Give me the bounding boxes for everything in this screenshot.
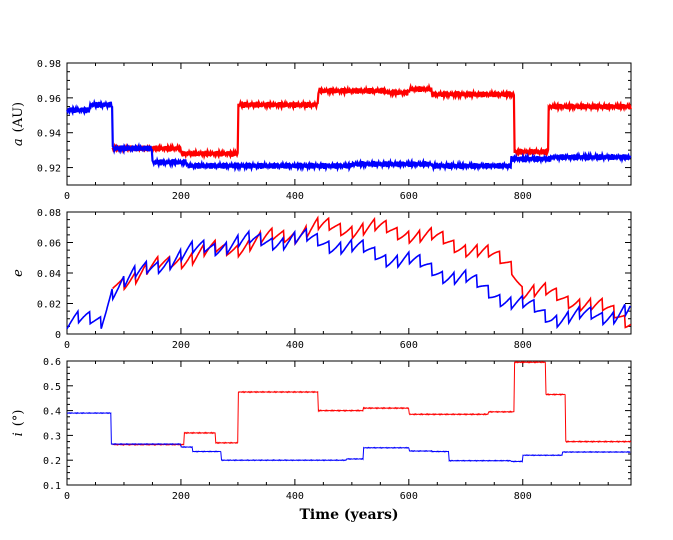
y-tick-label: 0.08 xyxy=(37,208,61,219)
y-tick-label: 0 xyxy=(55,330,61,341)
x-tick-label: 0 xyxy=(64,491,70,502)
y-tick-label: 0.06 xyxy=(37,239,61,250)
plot-frame xyxy=(66,360,632,486)
x-tick-label: 600 xyxy=(400,491,418,502)
panel-eccentricity: 0 0.02 0.04 0.06 0.08 0 200 400 600 800 e xyxy=(11,208,632,351)
y-tick-label: 0.6 xyxy=(43,357,61,368)
x-tick-label: 600 xyxy=(400,340,418,351)
series-line-planet-red xyxy=(112,360,632,447)
series-group xyxy=(66,360,632,463)
y-axis-symbol: i xyxy=(11,432,26,436)
y-tick-labels: 0 0.02 0.04 0.06 0.08 xyxy=(37,208,61,341)
tick-marks xyxy=(66,360,631,486)
y-axis-symbol: e xyxy=(11,269,26,277)
y-axis-label: a (AU) xyxy=(11,102,26,146)
panel-semimajor-axis: 0.92 0.94 0.96 0.98 0 200 400 600 800 a (AU) xyxy=(11,59,632,202)
series-line-planet-blue xyxy=(66,411,631,463)
y-tick-label: 0.1 xyxy=(43,481,61,492)
x-tick-label: 0 xyxy=(64,191,70,202)
panel-inclination: 0.1 0.2 0.3 0.4 0.5 0.6 0 200 400 600 800 i (°) Ti… xyxy=(11,357,632,523)
y-tick-label: 0.5 xyxy=(43,382,61,393)
series-line-planet-red xyxy=(111,82,632,161)
y-tick-label: 0.04 xyxy=(37,269,61,280)
x-tick-label: 0 xyxy=(64,340,70,351)
y-tick-label: 0.3 xyxy=(43,431,61,442)
x-tick-label: 200 xyxy=(172,340,190,351)
x-tick-label: 600 xyxy=(400,191,418,202)
y-tick-labels: 0.92 0.94 0.96 0.98 xyxy=(37,59,61,175)
x-tick-label: 400 xyxy=(286,491,304,502)
y-axis-symbol: a xyxy=(11,138,26,146)
x-tick-label: 200 xyxy=(172,491,190,502)
series-line-planet-red xyxy=(112,215,632,329)
y-axis-unit: (AU) xyxy=(11,102,26,133)
y-axis-label: e xyxy=(11,269,26,277)
x-tick-label: 800 xyxy=(514,340,532,351)
tick-marks xyxy=(66,62,631,186)
y-tick-label: 0.92 xyxy=(37,164,61,175)
x-tick-label: 400 xyxy=(286,340,304,351)
y-tick-label: 0.4 xyxy=(43,407,61,418)
y-tick-label: 0.94 xyxy=(37,129,61,140)
y-tick-label: 0.2 xyxy=(43,456,61,467)
x-tick-label: 800 xyxy=(514,491,532,502)
x-tick-label: 400 xyxy=(286,191,304,202)
x-tick-label: 200 xyxy=(172,191,190,202)
series-line-planet-blue xyxy=(66,227,632,330)
x-tick-label: 800 xyxy=(514,191,532,202)
y-axis-label: i (°) xyxy=(11,410,26,437)
y-axis-unit: (°) xyxy=(11,410,26,427)
y-tick-labels: 0.1 0.2 0.3 0.4 0.5 0.6 xyxy=(43,357,61,492)
y-tick-label: 0.96 xyxy=(37,94,61,105)
y-tick-label: 0.02 xyxy=(37,300,61,311)
x-axis-label: Time (years) xyxy=(300,507,399,523)
x-tick-labels: 0 200 400 600 800 xyxy=(64,491,532,502)
y-tick-label: 0.98 xyxy=(37,59,61,70)
series-group xyxy=(66,82,632,173)
x-tick-labels: 0 200 400 600 800 xyxy=(64,340,532,351)
series-line-planet-blue xyxy=(66,98,632,173)
tick-marks xyxy=(66,211,631,335)
x-tick-labels: 0 200 400 600 800 xyxy=(64,191,532,202)
series-group xyxy=(66,215,632,330)
